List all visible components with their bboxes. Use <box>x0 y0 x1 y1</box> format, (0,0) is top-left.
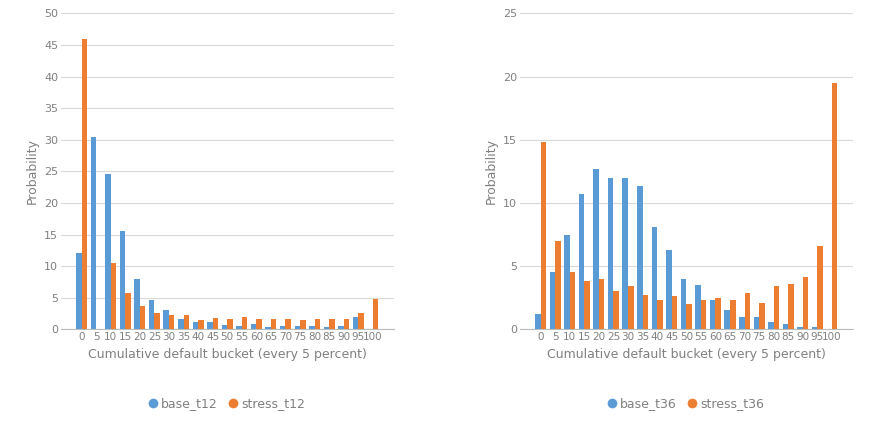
Bar <box>627 286 633 329</box>
Bar <box>607 178 613 329</box>
Bar <box>110 263 116 329</box>
Bar <box>759 303 764 329</box>
Bar <box>700 300 706 329</box>
Bar <box>738 317 744 329</box>
Bar <box>787 284 793 329</box>
Bar <box>338 326 343 329</box>
Bar <box>154 313 160 329</box>
Y-axis label: Probability: Probability <box>25 138 38 204</box>
Bar <box>212 318 218 329</box>
Bar <box>242 317 247 329</box>
Bar <box>729 300 734 329</box>
Bar <box>198 320 203 329</box>
Bar <box>534 314 540 329</box>
Bar <box>694 285 700 329</box>
Bar <box>724 310 729 329</box>
Bar <box>666 250 671 329</box>
Y-axis label: Probability: Probability <box>484 138 497 204</box>
Bar <box>353 317 358 329</box>
Bar <box>192 322 198 329</box>
Bar <box>651 227 656 329</box>
Bar <box>300 320 305 329</box>
X-axis label: Cumulative default bucket (every 5 percent): Cumulative default bucket (every 5 perce… <box>547 348 825 360</box>
Bar <box>256 319 262 329</box>
Bar <box>227 319 233 329</box>
Bar <box>169 315 175 329</box>
Bar <box>120 231 125 329</box>
Legend: base_t36, stress_t36: base_t36, stress_t36 <box>603 392 768 416</box>
Bar <box>308 326 315 329</box>
Bar <box>90 137 96 329</box>
Bar <box>642 295 647 329</box>
Bar <box>125 293 130 329</box>
Bar <box>782 324 787 329</box>
Bar <box>709 300 714 329</box>
Bar <box>236 326 242 329</box>
Bar <box>554 241 560 329</box>
Bar <box>265 328 270 329</box>
Bar <box>285 319 291 329</box>
Bar <box>358 313 363 329</box>
Bar <box>163 310 169 329</box>
Bar <box>636 186 642 329</box>
Bar <box>613 291 618 329</box>
Bar <box>767 322 773 329</box>
Bar <box>549 272 554 329</box>
Bar <box>270 319 276 329</box>
Bar <box>149 299 154 329</box>
Bar <box>140 306 145 329</box>
Bar <box>373 299 378 329</box>
Bar <box>671 296 676 329</box>
Bar <box>564 235 569 329</box>
Bar <box>686 304 691 329</box>
Bar <box>802 278 807 329</box>
Bar <box>105 174 110 329</box>
Bar <box>796 327 802 329</box>
X-axis label: Cumulative default bucket (every 5 percent): Cumulative default bucket (every 5 perce… <box>88 348 366 360</box>
Bar <box>280 326 285 329</box>
Bar <box>323 327 328 329</box>
Bar <box>598 279 604 329</box>
Bar <box>222 325 227 329</box>
Bar <box>183 316 189 329</box>
Bar <box>207 322 212 329</box>
Bar <box>134 279 140 329</box>
Bar <box>656 300 662 329</box>
Bar <box>82 39 87 329</box>
Bar <box>315 319 320 329</box>
Bar <box>343 319 348 329</box>
Bar <box>178 319 183 329</box>
Bar <box>714 298 720 329</box>
Bar <box>540 142 546 329</box>
Bar <box>811 327 817 329</box>
Bar <box>76 254 82 329</box>
Bar <box>744 293 749 329</box>
Bar <box>295 326 300 329</box>
Bar <box>817 246 822 329</box>
Legend: base_t12, stress_t12: base_t12, stress_t12 <box>144 392 309 416</box>
Bar <box>584 281 589 329</box>
Bar <box>753 317 759 329</box>
Bar <box>593 169 598 329</box>
Bar <box>328 319 335 329</box>
Bar <box>250 324 256 329</box>
Bar <box>621 178 627 329</box>
Bar <box>569 272 574 329</box>
Bar <box>831 83 837 329</box>
Bar <box>578 194 584 329</box>
Bar <box>680 279 686 329</box>
Bar <box>773 286 779 329</box>
